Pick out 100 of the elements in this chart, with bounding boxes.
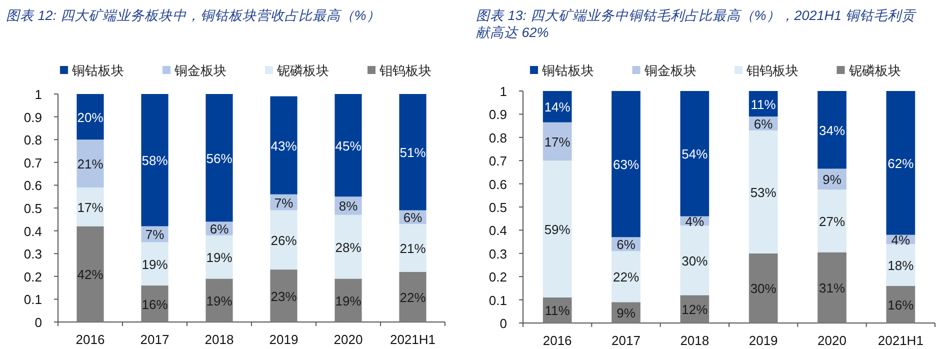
y-tick-label: 0.1 (24, 292, 42, 308)
bar (886, 91, 916, 235)
bar (680, 226, 710, 296)
x-tick-label: 2019 (269, 332, 298, 347)
bar (334, 214, 362, 279)
chart-title: 图表 13: 四大矿端业务中铜钴毛利占比最高（%），2021H1 铜钴毛利贡献高达 62% (476, 8, 916, 40)
chart-title: 图表 12: 四大矿端业务板块中，铜钴板块营收占比最高（%） (6, 8, 380, 23)
bar (612, 251, 640, 302)
bar (748, 130, 778, 254)
data-label: 31% (818, 280, 846, 296)
bar (748, 253, 778, 323)
data-label: 6% (754, 116, 774, 132)
legend-label: 铜金板块 (174, 63, 226, 78)
bar (612, 91, 640, 238)
y-tick-label: 0.6 (24, 178, 42, 194)
x-tick-label: 2017 (140, 332, 170, 347)
y-tick-label: 0.8 (488, 130, 507, 146)
x-tick-label: 2021H1 (390, 332, 436, 347)
y-tick-label: 0.1 (488, 292, 507, 308)
bar (399, 224, 426, 272)
data-label: 19% (206, 250, 233, 266)
data-label: 53% (750, 184, 777, 200)
bar (76, 140, 104, 188)
x-tick-label: 2016 (76, 332, 105, 347)
data-label: 6% (210, 222, 230, 237)
y-tick-label: 0.5 (488, 200, 507, 215)
data-label: 19% (335, 293, 362, 308)
x-tick-label: 2016 (542, 333, 572, 348)
bar (818, 190, 846, 252)
bar (270, 210, 298, 270)
bar (886, 244, 916, 286)
data-label: 12% (682, 302, 708, 318)
data-label: 45% (335, 138, 362, 154)
data-label: 23% (270, 288, 298, 304)
data-label: 20% (77, 110, 104, 125)
bar (141, 286, 168, 322)
y-tick-label: 0.7 (488, 154, 507, 169)
data-label: 54% (682, 146, 708, 162)
data-label: 4% (685, 214, 704, 229)
legend-label: 钼钨板块 (378, 63, 432, 78)
data-label: 51% (400, 145, 426, 160)
y-tick-label: 1 (500, 84, 507, 99)
bar (818, 252, 846, 323)
y-tick-label: 0.7 (24, 155, 42, 170)
data-label: 27% (818, 214, 846, 229)
data-label: 30% (682, 253, 708, 268)
legend-label: 铌磷板块 (276, 63, 329, 78)
data-label: 34% (818, 122, 846, 138)
data-label: 28% (335, 240, 362, 255)
y-tick-label: 0.8 (24, 132, 42, 148)
y-tick-label: 0.9 (488, 107, 507, 122)
data-label: 21% (400, 240, 426, 256)
data-label: 11% (750, 96, 776, 112)
x-tick-label: 2019 (748, 333, 778, 348)
bar (141, 242, 168, 286)
bar (76, 226, 104, 322)
bar (334, 94, 362, 197)
y-tick-label: 0.2 (24, 269, 42, 284)
data-label: 14% (544, 100, 571, 115)
data-label: 22% (612, 270, 640, 285)
data-label: 17% (77, 200, 104, 215)
data-label: 43% (270, 138, 298, 154)
data-label: 8% (338, 198, 358, 214)
legend-label: 铌磷板块 (848, 63, 901, 78)
data-label: 16% (888, 297, 914, 312)
y-tick-label: 0.9 (24, 110, 42, 125)
data-label: 7% (274, 195, 294, 210)
x-tick-label: 2021H1 (878, 333, 924, 348)
bar (270, 96, 298, 194)
bar (270, 270, 298, 322)
y-tick-label: 0 (500, 316, 507, 331)
bar (542, 122, 572, 161)
legend-label: 铜钴板块 (541, 63, 594, 78)
legend-label: 钼钨板块 (746, 63, 798, 78)
bar (680, 91, 710, 216)
data-label: 6% (403, 210, 423, 226)
bar (542, 91, 572, 122)
y-tick-label: 0 (34, 315, 42, 330)
data-label: 21% (77, 156, 104, 172)
data-label: 63% (612, 157, 640, 172)
data-label: 58% (142, 153, 168, 168)
data-label: 6% (616, 237, 636, 252)
y-tick-label: 0.4 (488, 223, 507, 238)
bar (141, 94, 168, 226)
data-label: 4% (891, 232, 910, 248)
y-tick-label: 1 (34, 87, 42, 102)
bar (76, 187, 104, 226)
data-label: 18% (888, 258, 914, 273)
legend-label: 铜金板块 (643, 63, 696, 78)
x-tick-label: 2018 (680, 333, 710, 348)
bar (334, 278, 362, 322)
bar (399, 94, 426, 210)
data-label: 59% (544, 222, 571, 238)
x-tick-label: 2017 (612, 333, 640, 348)
x-tick-label: 2020 (818, 333, 846, 348)
x-tick-label: 2018 (204, 332, 234, 347)
bar (76, 94, 104, 140)
bar (206, 94, 233, 222)
data-label: 19% (206, 293, 233, 308)
data-label: 62% (888, 156, 914, 171)
